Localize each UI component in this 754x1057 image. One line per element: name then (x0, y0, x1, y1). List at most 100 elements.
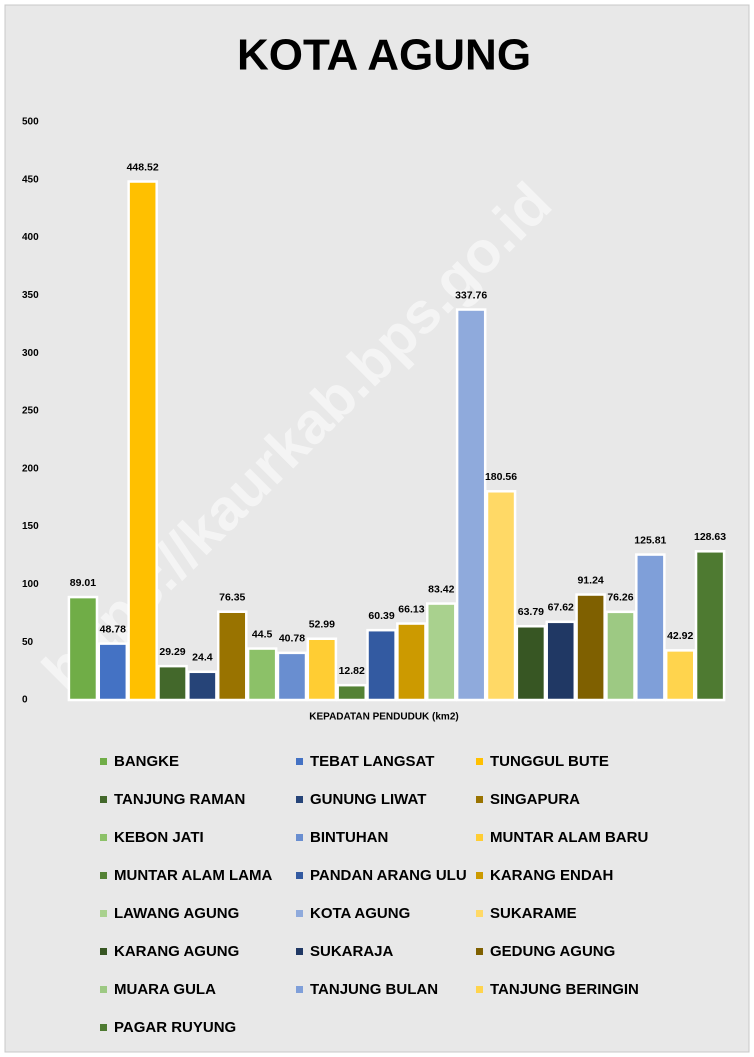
legend-swatch (476, 758, 483, 765)
legend-label: GEDUNG AGUNG (490, 943, 615, 960)
legend-swatch (100, 872, 107, 879)
x-axis-label: KEPADATAN PENDUDUK (km2) (309, 712, 458, 723)
legend-swatch (100, 910, 107, 917)
legend-label: TEBAT LANGSAT (310, 753, 434, 770)
data-label: 52.99 (309, 619, 335, 631)
bar (97, 642, 129, 702)
legend-swatch (100, 758, 107, 765)
legend-swatch (296, 910, 303, 917)
bar (515, 625, 547, 702)
legend-swatch (296, 834, 303, 841)
legend-swatch (296, 796, 303, 803)
data-label: 76.26 (607, 592, 633, 604)
bar (366, 628, 397, 702)
data-label: 42.92 (667, 630, 693, 642)
legend-label: LAWANG AGUNG (114, 905, 239, 922)
legend-swatch (296, 948, 303, 955)
legend-swatch (296, 986, 303, 993)
legend-label: PANDAN ARANG ULU (310, 867, 467, 884)
data-label: 44.5 (252, 628, 273, 640)
legend-swatch (296, 872, 303, 879)
legend-label: KARANG ENDAH (490, 867, 613, 884)
bar (455, 308, 487, 702)
bar (246, 647, 278, 702)
data-label: 29.29 (159, 646, 185, 658)
y-tick-label: 150 (22, 521, 39, 532)
bar (67, 595, 99, 702)
bar (545, 620, 577, 702)
legend-swatch (476, 834, 483, 841)
data-label: 60.39 (368, 610, 394, 622)
legend-label: PAGAR RUYUNG (114, 1019, 236, 1036)
legend-swatch (476, 948, 483, 955)
legend-swatch (476, 910, 483, 917)
legend-swatch (100, 796, 107, 803)
y-tick-label: 500 (22, 117, 39, 128)
legend-label: MUNTAR ALAM LAMA (114, 867, 272, 884)
data-label: 12.82 (339, 665, 365, 677)
chart-background (4, 4, 750, 1053)
legend-label: KARANG AGUNG (114, 943, 239, 960)
data-label: 83.42 (428, 583, 454, 595)
legend-swatch (296, 758, 303, 765)
data-label: 91.24 (577, 574, 603, 586)
data-label: 448.52 (127, 161, 159, 173)
data-label: 63.79 (518, 606, 544, 618)
data-label: 40.78 (279, 633, 305, 645)
bar (306, 637, 338, 702)
legend-swatch (476, 986, 483, 993)
legend-label: SINGAPURA (490, 791, 580, 808)
y-tick-label: 450 (22, 174, 39, 185)
bar (396, 622, 427, 702)
legend-swatch (100, 834, 107, 841)
legend-label: SUKARAJA (310, 943, 394, 960)
data-label: 67.62 (548, 602, 574, 614)
legend-swatch (100, 948, 107, 955)
data-label: 24.4 (192, 652, 213, 664)
chart-title: KOTA AGUNG (237, 31, 531, 80)
legend-label: TANJUNG BERINGIN (490, 981, 639, 998)
legend-label: TUNGGUL BUTE (490, 753, 609, 770)
legend-label: KEBON JATI (114, 829, 204, 846)
data-label: 76.35 (219, 592, 245, 604)
legend-label: BANGKE (114, 753, 179, 770)
bar (575, 593, 606, 702)
data-label: 128.63 (694, 531, 726, 543)
data-label: 337.76 (455, 289, 487, 301)
data-label: 180.56 (485, 471, 517, 483)
y-tick-label: 0 (22, 695, 28, 706)
legend-label: KOTA AGUNG (310, 905, 410, 922)
y-tick-label: 50 (22, 637, 34, 648)
data-label: 48.78 (100, 623, 126, 635)
legend-swatch (476, 796, 483, 803)
bar (157, 664, 188, 702)
data-label: 125.81 (634, 534, 666, 546)
legend-label: TANJUNG RAMAN (114, 791, 245, 808)
bar (605, 610, 636, 702)
bar (485, 490, 517, 702)
bar (426, 602, 457, 702)
bar (127, 180, 158, 702)
bar (635, 553, 666, 702)
bar (664, 649, 696, 702)
y-tick-label: 350 (22, 290, 39, 301)
legend-label: BINTUHAN (310, 829, 388, 846)
legend-label: GUNUNG LIWAT (310, 791, 426, 808)
legend-swatch (100, 986, 107, 993)
legend-swatch (476, 872, 483, 879)
data-label: 66.13 (398, 603, 424, 615)
bar (694, 550, 726, 702)
legend-label: SUKARAME (490, 905, 577, 922)
bar (336, 683, 367, 702)
y-tick-label: 100 (22, 579, 39, 590)
legend-label: TANJUNG BULAN (310, 981, 438, 998)
y-tick-label: 250 (22, 406, 39, 417)
data-label: 89.01 (70, 577, 96, 589)
bar (216, 610, 248, 702)
bar (187, 670, 218, 702)
y-tick-label: 200 (22, 463, 39, 474)
y-tick-label: 300 (22, 348, 39, 359)
legend-label: MUARA GULA (114, 981, 216, 998)
legend-label: MUNTAR ALAM BARU (490, 829, 648, 846)
